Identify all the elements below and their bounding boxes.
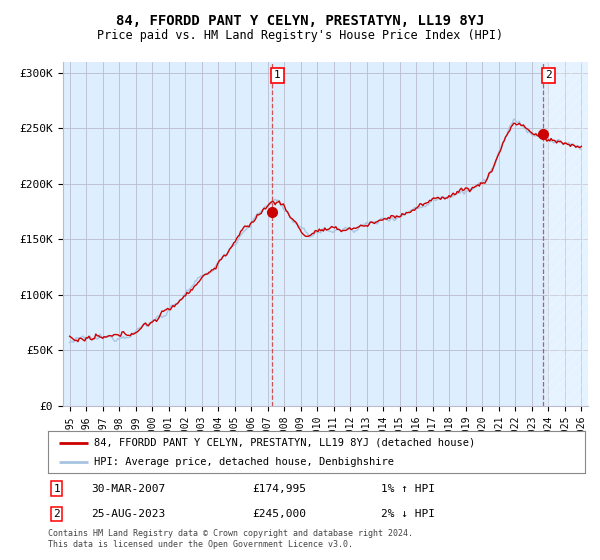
Text: £174,995: £174,995 — [252, 484, 306, 493]
Text: 84, FFORDD PANT Y CELYN, PRESTATYN, LL19 8YJ: 84, FFORDD PANT Y CELYN, PRESTATYN, LL19… — [116, 14, 484, 28]
Text: 84, FFORDD PANT Y CELYN, PRESTATYN, LL19 8YJ (detached house): 84, FFORDD PANT Y CELYN, PRESTATYN, LL19… — [94, 437, 475, 447]
Text: Contains HM Land Registry data © Crown copyright and database right 2024.
This d: Contains HM Land Registry data © Crown c… — [48, 529, 413, 549]
Text: 2% ↓ HPI: 2% ↓ HPI — [381, 509, 435, 519]
Text: 2: 2 — [53, 509, 60, 519]
Text: 30-MAR-2007: 30-MAR-2007 — [91, 484, 165, 493]
Bar — [548, 62, 588, 406]
Text: Price paid vs. HM Land Registry's House Price Index (HPI): Price paid vs. HM Land Registry's House … — [97, 29, 503, 42]
Text: £245,000: £245,000 — [252, 509, 306, 519]
Text: 1: 1 — [274, 71, 281, 81]
Text: 1: 1 — [53, 484, 60, 493]
Text: 2: 2 — [545, 71, 552, 81]
Text: 25-AUG-2023: 25-AUG-2023 — [91, 509, 165, 519]
Text: 1% ↑ HPI: 1% ↑ HPI — [381, 484, 435, 493]
Text: HPI: Average price, detached house, Denbighshire: HPI: Average price, detached house, Denb… — [94, 457, 394, 467]
